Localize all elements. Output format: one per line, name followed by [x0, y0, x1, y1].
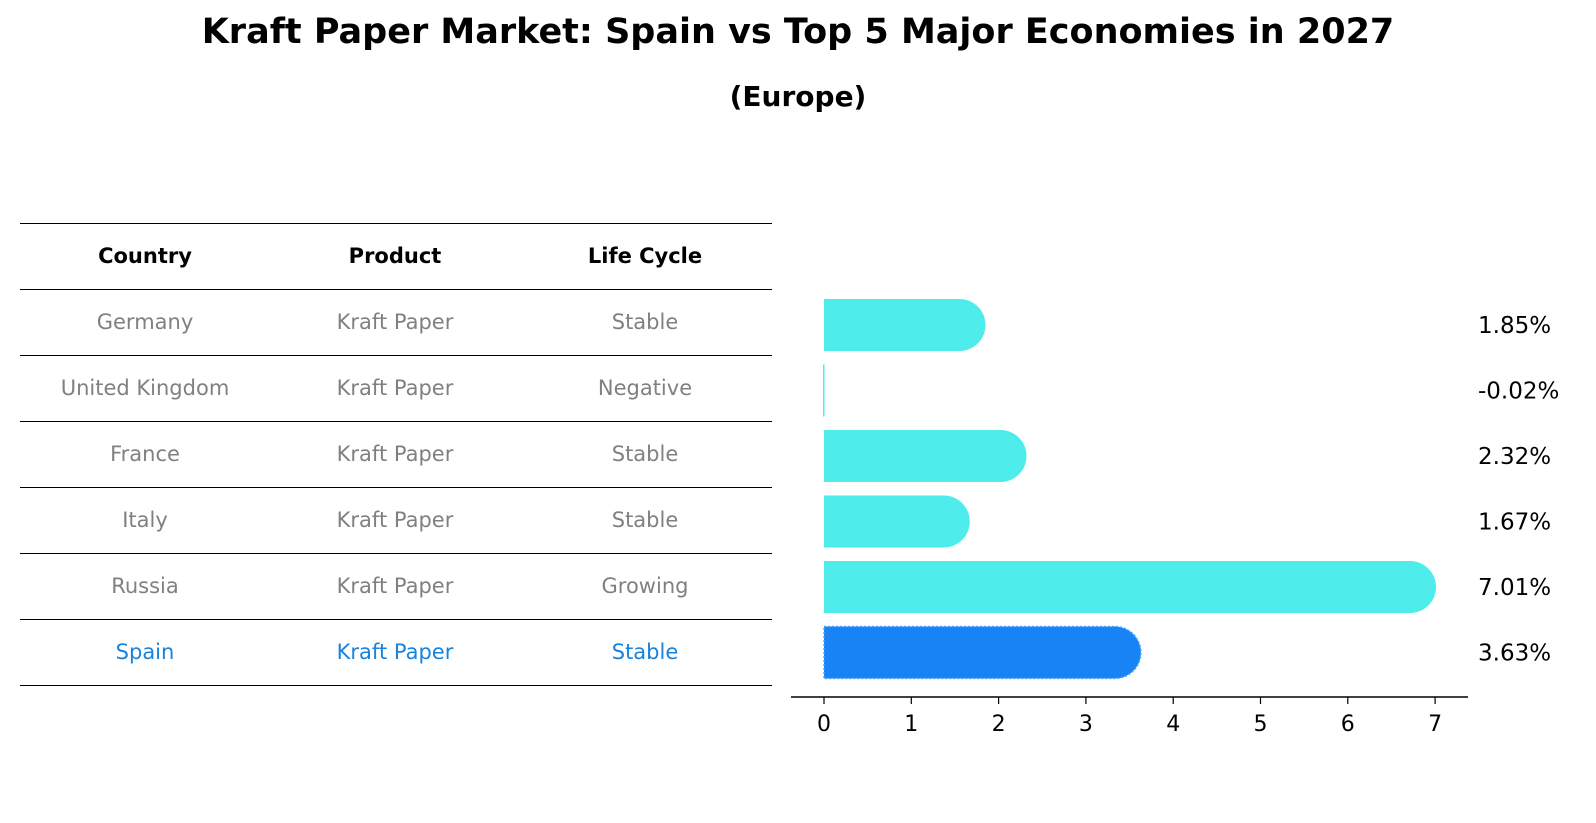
x-tick-label: 5: [1254, 712, 1268, 737]
table-cell-product: Kraft Paper: [336, 376, 454, 400]
x-tick-label: 6: [1341, 712, 1355, 737]
header-product: Product: [348, 244, 442, 268]
value-label: 7.01%: [1478, 575, 1551, 601]
x-tick-label: 7: [1428, 712, 1442, 737]
table-cell-life-cycle: Stable: [611, 310, 679, 334]
value-label: 1.85%: [1478, 313, 1551, 339]
bar-united-kingdom: [823, 364, 825, 417]
value-label: 1.67%: [1478, 510, 1551, 536]
table-cell-product: Kraft Paper: [336, 508, 454, 532]
table-cell-product: Kraft Paper: [336, 310, 454, 334]
table-cell-life-cycle: Negative: [597, 376, 693, 400]
header-country: Country: [98, 244, 192, 268]
value-label: 3.63%: [1478, 641, 1551, 667]
chart-title: Kraft Paper Market: Spain vs Top 5 Major…: [201, 12, 1395, 52]
table-cell-country: Germany: [96, 310, 194, 334]
table-cell-life-cycle: Stable: [611, 442, 679, 466]
x-tick-label: 2: [992, 712, 1006, 737]
table-cell-product: Kraft Paper: [336, 442, 454, 466]
table-cell-life-cycle: Growing: [601, 574, 689, 598]
table-cell-country: United Kingdom: [60, 376, 230, 400]
x-tick-label: 1: [904, 712, 918, 737]
bar-spain: [823, 625, 1142, 680]
table-cell-country-highlight: Spain: [115, 640, 175, 664]
bar-germany: [824, 299, 986, 351]
chart-subtitle: (Europe): [729, 80, 867, 113]
bar-italy: [824, 495, 970, 548]
table-cell-product-highlight: Kraft Paper: [336, 640, 454, 664]
header-life-cycle: Life Cycle: [587, 244, 703, 268]
table-cell-country: Italy: [122, 508, 168, 532]
bar-russia: [824, 561, 1436, 613]
bar-france: [824, 430, 1027, 482]
table-cell-country: Russia: [111, 574, 179, 598]
table-cell-life-cycle-highlight: Stable: [611, 640, 679, 664]
value-label: -0.02%: [1478, 379, 1559, 405]
table-cell-product: Kraft Paper: [336, 574, 454, 598]
x-tick-label: 0: [817, 712, 831, 737]
x-tick-label: 3: [1079, 712, 1093, 737]
table-cell-life-cycle: Stable: [611, 508, 679, 532]
value-label: 2.32%: [1478, 444, 1551, 470]
x-tick-label: 4: [1166, 712, 1180, 737]
table-cell-country: France: [110, 442, 180, 466]
